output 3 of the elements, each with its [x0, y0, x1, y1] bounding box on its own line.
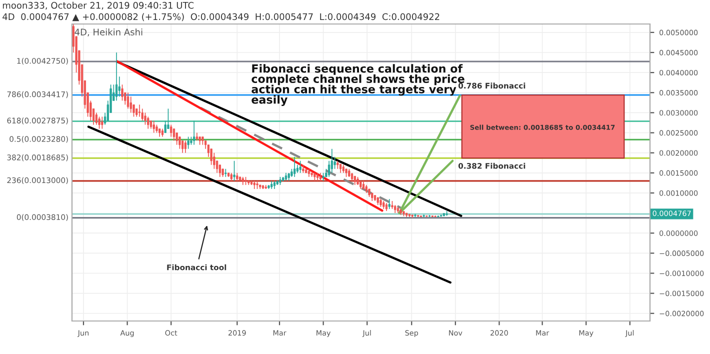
chart-subtitle: 4D 0.0004767 ▲ +0.0000082 (+1.75%) O:0.0004349 H:0.0005477 L:0.0004349 C:0.0004922 [2, 13, 440, 22]
annotation: 4D, Heikin Ashi [74, 28, 142, 36]
chart-title: moon333, October 21, 2019 09:40:31 UTC [2, 2, 194, 10]
